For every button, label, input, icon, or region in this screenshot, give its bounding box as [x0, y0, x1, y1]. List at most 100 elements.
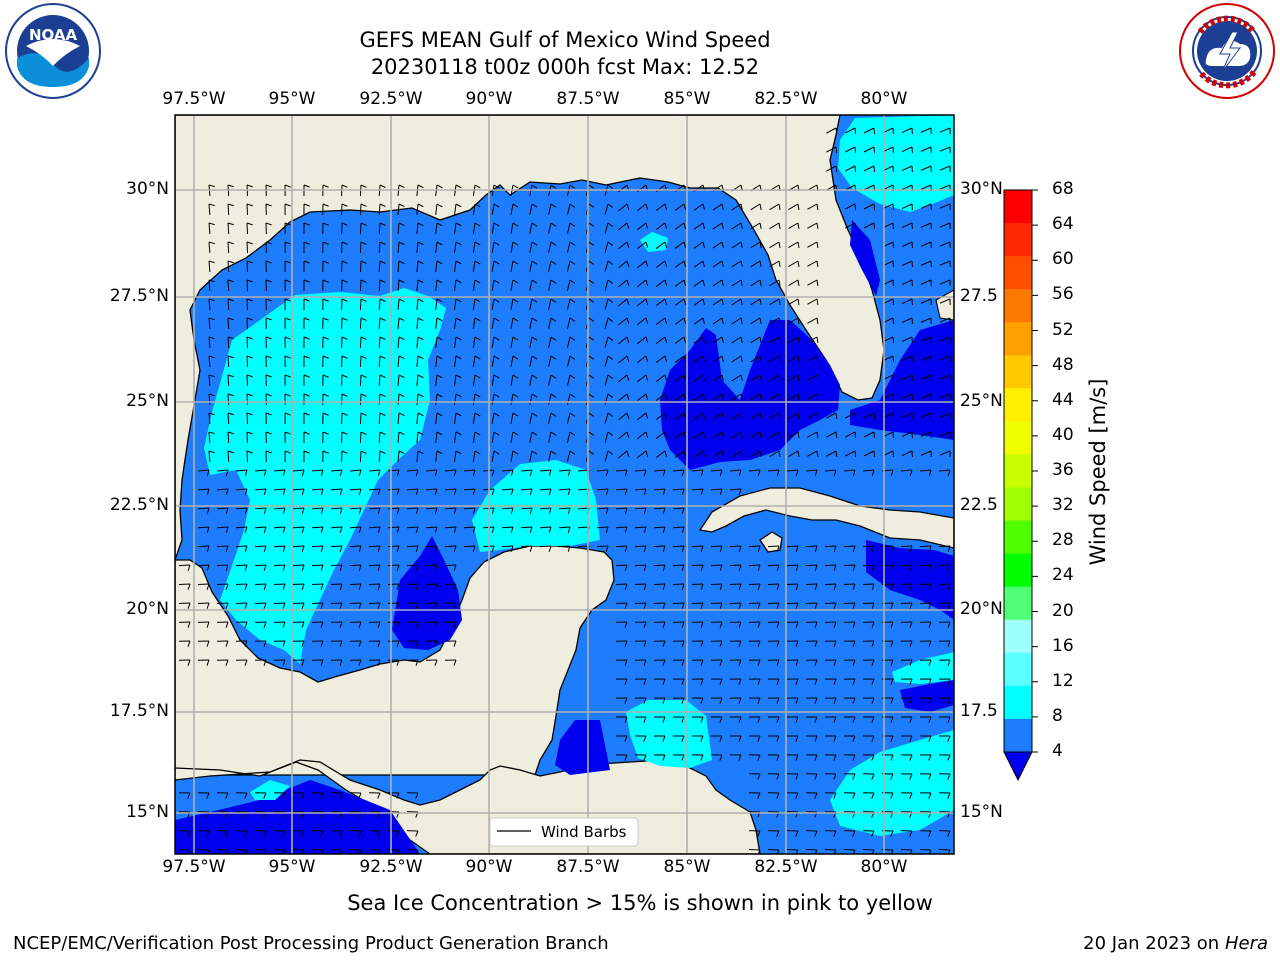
wind-barb — [341, 317, 348, 330]
wind-barb — [805, 621, 818, 628]
wind-barb — [862, 469, 875, 476]
wind-barb — [292, 526, 305, 533]
wind-barb — [330, 564, 343, 571]
wind-barb — [246, 431, 253, 444]
wind-barb — [748, 583, 761, 590]
wind-barb — [510, 222, 519, 234]
wind-barb — [655, 355, 668, 363]
wind-barb — [311, 507, 324, 514]
wind-barb — [216, 792, 229, 799]
wind-barb — [444, 545, 457, 552]
wind-barb — [197, 583, 210, 590]
wind-barb — [919, 830, 932, 837]
wind-barb — [197, 640, 210, 647]
wind-barb — [254, 545, 267, 552]
wind-barb — [330, 526, 343, 533]
wind-barb — [938, 754, 951, 761]
wind-barb — [729, 621, 742, 628]
wind-barb — [672, 526, 685, 533]
wind-barb — [634, 545, 647, 552]
wind-barb — [843, 545, 856, 552]
wind-barb — [322, 222, 329, 235]
wind-barb — [634, 640, 647, 647]
wind-barb — [273, 526, 286, 533]
wind-barb — [844, 450, 857, 458]
colorbar-tick-label: 28 — [1052, 530, 1074, 551]
wind-barb — [674, 222, 687, 230]
wind-barb — [636, 450, 649, 459]
wind-barb — [566, 279, 576, 291]
wind-barb — [273, 488, 286, 495]
wind-barb — [615, 602, 628, 609]
wind-barb — [566, 355, 576, 367]
wind-barb — [824, 621, 837, 628]
wind-barb — [254, 621, 267, 628]
wind-barb — [216, 507, 229, 514]
wind-barb — [178, 659, 191, 666]
lon-tick-bottom: 90°W — [465, 857, 513, 877]
colorbar-swatch — [1004, 322, 1032, 356]
wind-barb — [786, 735, 799, 742]
wind-barb — [805, 773, 818, 780]
wind-barb — [691, 488, 704, 495]
wind-barb — [330, 792, 343, 799]
wind-barb — [807, 412, 819, 420]
wind-barb — [919, 564, 932, 571]
wind-barb — [406, 849, 419, 854]
wind-barb — [510, 260, 519, 272]
wind-barb — [672, 716, 685, 723]
wind-barb — [618, 412, 630, 421]
wind-barb — [406, 640, 419, 647]
wind-barb — [655, 336, 668, 344]
wind-barb — [265, 355, 272, 368]
wind-barb — [227, 355, 234, 368]
wind-barb — [197, 830, 210, 837]
wind-barb — [920, 317, 932, 325]
wind-barb — [406, 830, 419, 837]
wind-barb — [615, 507, 628, 514]
wind-barb — [454, 241, 462, 253]
wind-barb — [862, 849, 875, 854]
wind-barb — [805, 830, 818, 837]
wind-barb — [520, 545, 533, 552]
wind-barb — [636, 336, 649, 345]
wind-barb — [750, 222, 762, 230]
wind-barb — [900, 735, 913, 742]
wind-barb — [939, 203, 951, 211]
noaa-logo: NOAA — [4, 2, 102, 100]
wind-barb — [769, 450, 781, 458]
wind-barb — [767, 716, 780, 723]
wind-barb — [235, 849, 248, 854]
wind-barb — [303, 450, 310, 463]
wind-barb — [265, 431, 272, 444]
wind-barb — [805, 716, 818, 723]
wind-barb — [653, 469, 666, 476]
wind-barb — [712, 336, 724, 344]
wind-barb — [788, 222, 800, 230]
wind-barb — [491, 317, 500, 329]
wind-barb — [748, 678, 761, 685]
wind-barb — [748, 640, 761, 647]
wind-barb — [693, 374, 705, 382]
wind-barb — [748, 830, 761, 837]
colorbar-swatch — [1004, 388, 1032, 422]
wind-barb — [807, 355, 819, 363]
wind-barb — [197, 545, 210, 552]
wind-barb — [824, 640, 837, 647]
wind-barb — [359, 298, 367, 311]
wind-barb — [292, 564, 305, 571]
wind-barb — [710, 678, 723, 685]
wind-barb — [731, 431, 743, 439]
wind-barb — [397, 260, 405, 273]
wind-barb — [653, 545, 666, 552]
wind-barb — [416, 317, 424, 329]
lat-tick-right: 30°N — [960, 179, 1003, 199]
wind-barb — [769, 298, 781, 306]
wind-barb — [235, 526, 248, 533]
wind-barb — [618, 355, 630, 364]
wind-barb — [387, 488, 400, 495]
wind-barb — [769, 412, 781, 420]
wind-barb — [634, 735, 647, 742]
wind-barb — [322, 279, 329, 292]
